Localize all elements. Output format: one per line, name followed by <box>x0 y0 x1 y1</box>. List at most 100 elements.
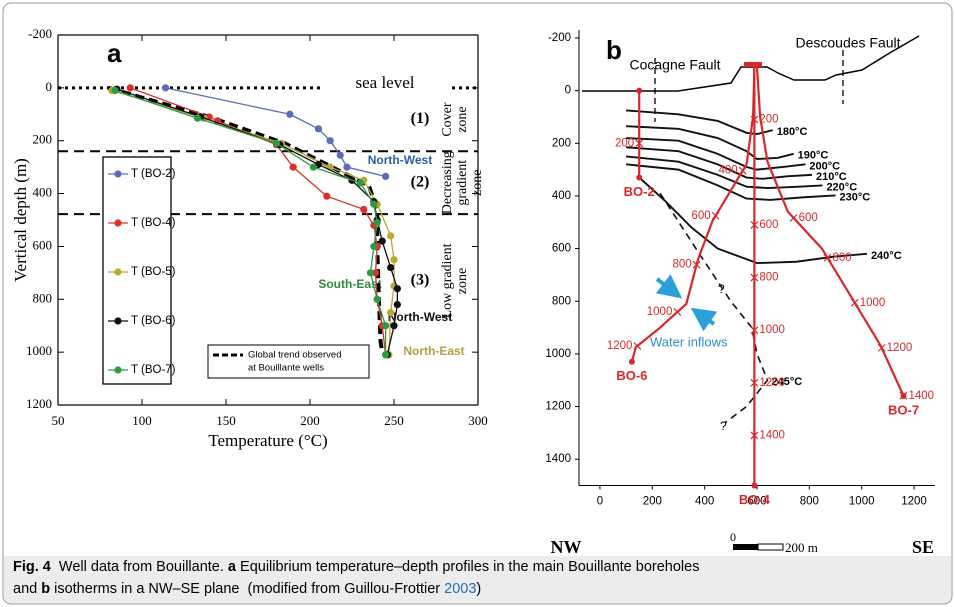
caption-run: Equilibrium temperature–depth profiles i… <box>236 559 699 575</box>
depth-marker-label: 800 <box>832 252 851 264</box>
isotherm <box>659 192 769 423</box>
direction-label: NW <box>551 537 582 557</box>
data-point <box>378 237 386 245</box>
panel-label: b <box>606 35 622 65</box>
depth-marker-stroke <box>750 378 759 387</box>
depth-marker <box>750 273 759 282</box>
depth-marker-label: 1200 <box>759 377 785 389</box>
well-label: BO-7 <box>888 402 919 417</box>
isotherm-label: 200°C <box>809 160 840 172</box>
data-point <box>323 192 331 200</box>
annotation: South-East <box>318 277 381 291</box>
legend-box <box>207 344 370 379</box>
depth-marker-stroke <box>877 343 886 352</box>
x-tick-label: 1000 <box>849 496 875 508</box>
y-tick-label: 0 <box>46 79 53 94</box>
annotation: North-West <box>388 310 452 324</box>
depth-marker-label: 400 <box>719 165 738 177</box>
well-bottom <box>636 174 643 181</box>
depth-marker-stroke <box>711 211 720 220</box>
x-tick-label: 100 <box>132 413 152 428</box>
zone-name: Low gradient <box>440 243 455 318</box>
depth-marker-stroke <box>750 431 759 440</box>
depth-marker-stroke <box>633 342 642 350</box>
well-trajectory <box>630 66 756 363</box>
y-tick-label: 1000 <box>26 343 52 358</box>
well-label: BO-2 <box>624 184 655 199</box>
data-point <box>286 110 294 118</box>
depth-marker <box>711 211 720 220</box>
isotherm-label: 245°C <box>771 376 802 388</box>
inflow-arrow <box>690 307 718 332</box>
legend-marker <box>114 366 122 374</box>
depth-marker-label: 1000 <box>647 306 673 318</box>
scale-label: 0 <box>730 530 736 544</box>
legend-label: T (BO-4) <box>131 217 176 229</box>
depth-marker-label: 200 <box>759 114 778 126</box>
well-label: BO-4 <box>739 492 771 507</box>
isotherm <box>626 146 813 180</box>
depth-marker <box>635 139 644 148</box>
isotherm <box>626 155 823 189</box>
question-mark: ? <box>718 282 725 296</box>
depth-marker-label: 1400 <box>759 430 785 442</box>
depth-marker-label: 600 <box>799 212 818 224</box>
legend-label: T (BO-7) <box>131 364 176 376</box>
caption-run: Fig. 4 <box>13 559 51 575</box>
fault-label: Descoudes Fault <box>795 35 900 51</box>
zone-name: zone <box>455 268 470 294</box>
zone-name: Cover <box>440 102 455 137</box>
data-point <box>336 151 344 159</box>
x-tick-label: 400 <box>695 496 714 508</box>
direction-label: SE <box>912 537 934 557</box>
data-point <box>161 84 170 92</box>
y-tick-label: -200 <box>28 26 52 41</box>
data-point <box>373 295 381 303</box>
depth-marker <box>877 343 886 352</box>
legend-label: T (BO-5) <box>131 266 176 278</box>
y-tick-label: 600 <box>33 237 53 252</box>
scale-label: 200 m <box>785 540 818 555</box>
caption-run: Well data from Bouillante. <box>51 559 228 575</box>
question-mark: ? <box>720 419 727 433</box>
data-point <box>370 242 378 251</box>
caption-run: isotherms in a NW–SE plane (modified fro… <box>50 581 444 597</box>
depth-marker <box>850 298 859 307</box>
wellhead <box>744 62 762 67</box>
isotherm-label: 190°C <box>798 150 829 162</box>
depth-marker-stroke <box>750 273 759 282</box>
y-tick-label: 200 <box>33 132 53 147</box>
inflow-arrow <box>655 274 683 299</box>
data-point <box>326 137 334 145</box>
data-point <box>193 114 202 122</box>
x-tick-label: 0 <box>597 496 603 508</box>
depth-marker-stroke <box>635 139 644 148</box>
depth-marker-stroke <box>738 166 747 175</box>
data-point <box>289 163 297 171</box>
y-tick-label: 1400 <box>545 453 571 465</box>
caption: Fig. 4 Well data from Bouillante. a Equi… <box>13 559 699 597</box>
depth-marker-stroke <box>823 253 832 262</box>
legend-marker <box>114 170 122 178</box>
legend-marker <box>114 317 122 325</box>
caption-line: Fig. 4 Well data from Bouillante. a Equi… <box>13 559 699 575</box>
panel-label: a <box>107 38 122 68</box>
x-tick-label: 50 <box>52 413 65 428</box>
well-head <box>636 87 643 94</box>
legend-label: T (BO-6) <box>131 315 176 327</box>
depth-marker-label: 1400 <box>908 390 934 402</box>
x-axis-title: Temperature (°C) <box>208 431 327 450</box>
y-tick-label: 800 <box>552 295 571 307</box>
depth-marker <box>750 431 759 440</box>
fault-label: Cocagne Fault <box>629 57 720 73</box>
depth-marker-stroke <box>899 391 908 400</box>
isotherm-label: 180°C <box>777 126 808 138</box>
depth-marker-stroke <box>850 298 859 307</box>
well-label: BO-6 <box>616 368 647 383</box>
depth-marker-label: 1200 <box>887 342 913 354</box>
depth-marker <box>750 378 759 387</box>
caption-run: and <box>13 581 41 597</box>
caption-run: ) <box>476 581 481 597</box>
depth-marker <box>750 326 759 335</box>
y-tick-label: 1000 <box>545 348 571 360</box>
